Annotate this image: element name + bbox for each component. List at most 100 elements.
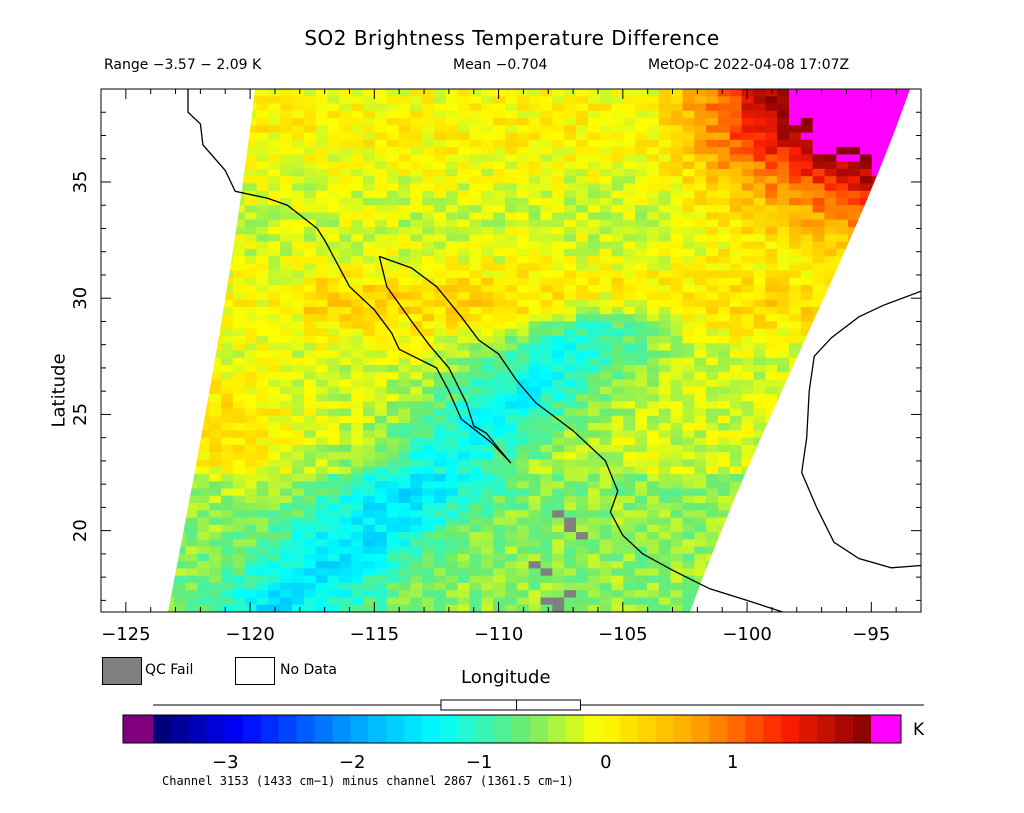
heatmap-cell [232,524,246,533]
heatmap-cell [386,444,400,453]
heatmap-cell [268,481,281,490]
heatmap-cell [635,125,648,134]
heatmap-cell [327,408,340,417]
heatmap-cell [303,481,317,490]
heatmap-cell [505,241,518,250]
heatmap-cell [647,546,660,555]
heatmap-cell [753,401,766,410]
heatmap-cell [232,219,246,228]
heatmap-cell [860,168,873,177]
heatmap-cell [587,532,601,540]
heatmap-cell [280,314,293,323]
heatmap-cell [848,89,861,97]
heatmap-cell [209,386,222,395]
heatmap-cell [351,161,364,170]
colorbar-segment [637,715,656,743]
heatmap-cell [564,386,577,395]
heatmap-cell [469,161,482,170]
heatmap-cell [244,161,258,170]
heatmap-cell [410,314,423,323]
heatmap-cell [670,154,683,163]
heatmap-cell [303,343,317,352]
heatmap-cell [303,604,317,612]
heatmap-cell [552,248,565,257]
heatmap-cell [493,357,506,366]
heatmap-cell [611,604,624,612]
heatmap-cell [576,365,589,373]
heatmap-cell [363,466,376,475]
heatmap-cell [457,444,470,453]
heatmap-cell [232,248,246,257]
heatmap-cell [457,474,470,482]
heatmap-cell [244,256,258,264]
heatmap-cell [528,205,541,214]
heatmap-cell [587,524,601,533]
heatmap-cell [232,488,246,497]
heatmap-cell [576,212,589,221]
heatmap-cell [339,227,352,235]
heatmap-cell [457,466,470,475]
heatmap-cell [280,241,293,250]
heatmap-cell [292,277,305,286]
heatmap-cell [729,357,743,366]
heatmap-cell [374,263,388,272]
heatmap-cell [540,161,553,170]
heatmap-cell [244,328,258,337]
heatmap-cell [505,285,518,293]
heatmap-cell [564,299,577,308]
heatmap-cell [623,575,636,584]
heatmap-cell [540,118,553,126]
heatmap-cell [292,539,305,548]
heatmap-cell [765,118,778,126]
heatmap-cell [812,183,825,192]
heatmap-cell [635,365,648,373]
heatmap-cell [493,263,506,272]
heatmap-cell [445,437,459,446]
heatmap-cell [493,205,506,214]
heatmap-cell [871,168,885,177]
heatmap-cell [729,299,743,308]
heatmap-cell [576,139,589,148]
heatmap-cell [327,292,340,301]
heatmap-cell [706,176,719,185]
heatmap-cell [469,532,482,540]
heatmap-cell [339,553,352,562]
heatmap-cell [434,103,447,112]
heatmap-cell [374,328,388,337]
heatmap-cell [540,597,553,606]
heatmap-cell [445,488,459,497]
heatmap-cell [587,132,601,141]
heatmap-cell [576,248,589,257]
heatmap-cell [670,256,683,264]
heatmap-cell [528,103,541,112]
heatmap-cell [800,270,814,279]
heatmap-cell [670,495,683,504]
heatmap-cell [694,452,707,461]
heatmap-cell [777,285,790,293]
heatmap-cell [765,336,778,344]
heatmap-cell [777,306,790,315]
heatmap-cell [410,459,423,468]
heatmap-cell [268,394,281,402]
heatmap-cell [682,459,695,468]
heatmap-cell [232,503,246,511]
heatmap-cell [540,437,553,446]
heatmap-cell [457,263,470,272]
heatmap-cell [741,386,754,395]
heatmap-cell [339,241,352,250]
heatmap-cell [564,96,577,105]
heatmap-cell [469,503,482,511]
heatmap-cell [765,154,778,163]
heatmap-cell [457,524,470,533]
heatmap-cell [552,444,565,453]
heatmap-cell [469,539,482,548]
heatmap-cell [611,379,624,388]
heatmap-cell [469,582,482,591]
heatmap-cell [789,336,802,344]
heatmap-cell [611,524,624,533]
heatmap-cell [516,292,530,301]
heatmap-cell [800,183,814,192]
heatmap-cell [505,190,518,199]
heatmap-cell [682,408,695,417]
heatmap-cell [765,256,778,264]
